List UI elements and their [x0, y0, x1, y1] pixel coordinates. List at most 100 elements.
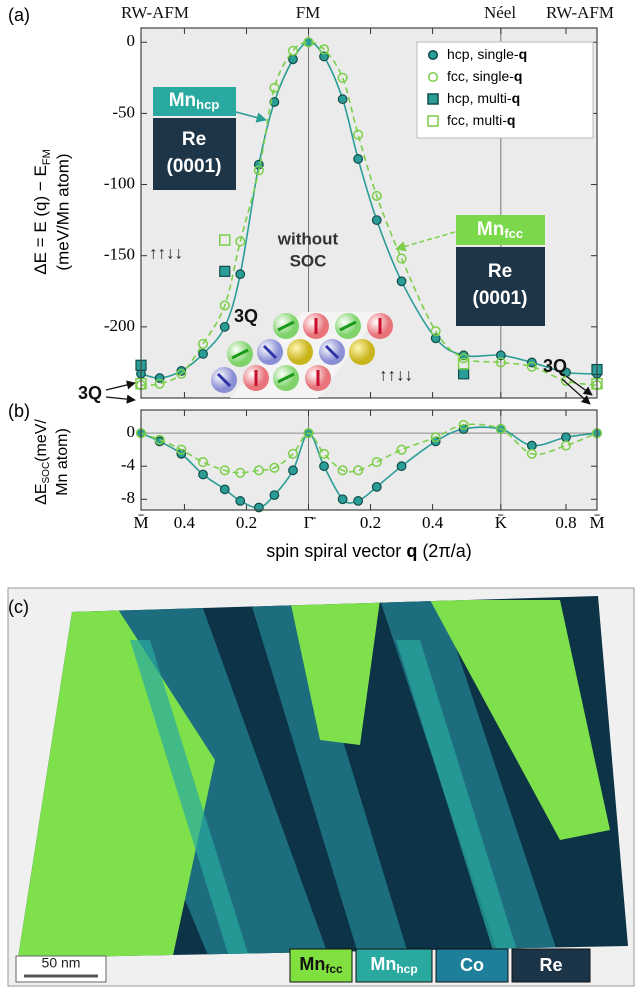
marker — [235, 496, 246, 506]
legend-marker — [427, 49, 439, 61]
marker — [337, 465, 348, 476]
label-main: Mn — [477, 219, 504, 240]
marker — [219, 265, 231, 277]
marker — [269, 462, 280, 473]
marker — [337, 94, 348, 105]
text-part: spin spiral vector — [266, 541, 406, 561]
marker — [430, 326, 441, 337]
marker — [526, 440, 537, 451]
stripe — [396, 640, 520, 958]
x-axis-title: spin spiral vector q (2π/a) — [266, 541, 472, 561]
marker — [253, 165, 264, 176]
marker — [253, 465, 264, 476]
text-part: fcc, single- — [447, 68, 514, 84]
marker — [197, 457, 209, 468]
marker — [495, 423, 506, 435]
marker — [235, 467, 246, 478]
y-axis-title-line: ΔESOC(meV/ — [33, 419, 51, 505]
marker — [458, 419, 469, 430]
text-part: q — [406, 541, 417, 561]
marker — [269, 82, 280, 93]
marker — [176, 368, 187, 379]
label-box — [153, 87, 236, 116]
spin-arrows — [216, 318, 382, 388]
marker — [235, 236, 246, 247]
label-sub: fcc — [325, 962, 343, 976]
legend-label: fcc, single-q — [447, 68, 522, 84]
label: Mnfcc — [477, 219, 523, 241]
label-sub: hcp — [396, 962, 417, 976]
marker — [303, 37, 314, 48]
marker — [197, 338, 209, 349]
y-title-rest: (meV/ — [33, 419, 50, 462]
text-part: fcc, multi- — [447, 112, 507, 128]
label-box — [153, 118, 236, 190]
marker — [458, 368, 470, 380]
top-label: RW-AFM — [546, 3, 614, 22]
stripe — [250, 600, 410, 958]
marker — [396, 253, 407, 264]
x-tick-label: K̄ — [495, 513, 508, 532]
legend-label: hcp, single-q — [447, 46, 527, 62]
marker — [495, 350, 506, 361]
marker — [219, 234, 231, 246]
label: Re — [488, 261, 512, 282]
text-part: hcp, multi- — [447, 90, 512, 106]
label: (0001) — [473, 288, 528, 309]
marker — [287, 45, 299, 56]
legend-swatch — [435, 948, 509, 983]
y-tick-label: -8 — [121, 488, 135, 507]
legend-marker — [427, 93, 439, 105]
marker — [353, 129, 364, 140]
marker — [288, 54, 298, 65]
stm-surface — [18, 596, 628, 958]
arrow — [105, 380, 136, 391]
label-box — [456, 215, 545, 245]
text-part: (2π/a) — [417, 541, 471, 561]
x-tick-label: 0.4 — [174, 513, 196, 532]
legend-label: Co — [460, 955, 484, 975]
label-sub: fcc — [504, 226, 523, 241]
text-part: hcp, single- — [447, 46, 519, 62]
stm-panel: (c) 50 nm Mnfcc Mnhcp Co Re — [7, 587, 635, 987]
text-part: q — [512, 90, 521, 106]
marker — [219, 321, 230, 332]
text-part: q — [507, 112, 516, 128]
text-part: q — [514, 68, 523, 84]
marker — [176, 444, 187, 455]
legend-label: hcp, multi-q — [447, 90, 520, 106]
label: Re — [182, 129, 206, 150]
marker — [371, 215, 382, 226]
legend-marker — [427, 71, 439, 83]
marker — [526, 361, 537, 372]
y-tick-label: -100 — [104, 173, 135, 192]
top-labels: RW-AFM FM Néel RW-AFM — [121, 3, 614, 22]
y-tick-label: -4 — [121, 455, 136, 474]
annotation: 3Q — [234, 306, 258, 326]
marker — [371, 457, 382, 468]
marker — [526, 448, 537, 459]
plot-frame — [140, 27, 598, 399]
label-box — [456, 247, 545, 326]
annotations: Mnhcp Re (0001) Mnfcc Re (0001) without … — [78, 87, 593, 405]
y-axis-title-line: Mn atom) — [54, 428, 71, 496]
y-title-main: ΔE — [33, 483, 50, 504]
x-tick-label: 0.8 — [555, 513, 576, 532]
marker — [495, 357, 506, 368]
label: Mnhcp — [169, 90, 220, 112]
marker — [235, 269, 246, 280]
marker — [560, 440, 572, 451]
marker — [219, 484, 230, 495]
top-label: RW-AFM — [121, 3, 189, 22]
marker — [154, 434, 165, 445]
marker — [318, 448, 330, 459]
series-line — [140, 41, 598, 386]
marker — [353, 154, 364, 164]
marker — [287, 448, 299, 459]
legend-box — [416, 41, 594, 139]
arrow — [565, 375, 593, 396]
sphere — [287, 339, 313, 365]
spin-glyph: ↑↑↓↓ — [379, 365, 413, 384]
legend-label: Mnhcp — [370, 954, 417, 976]
